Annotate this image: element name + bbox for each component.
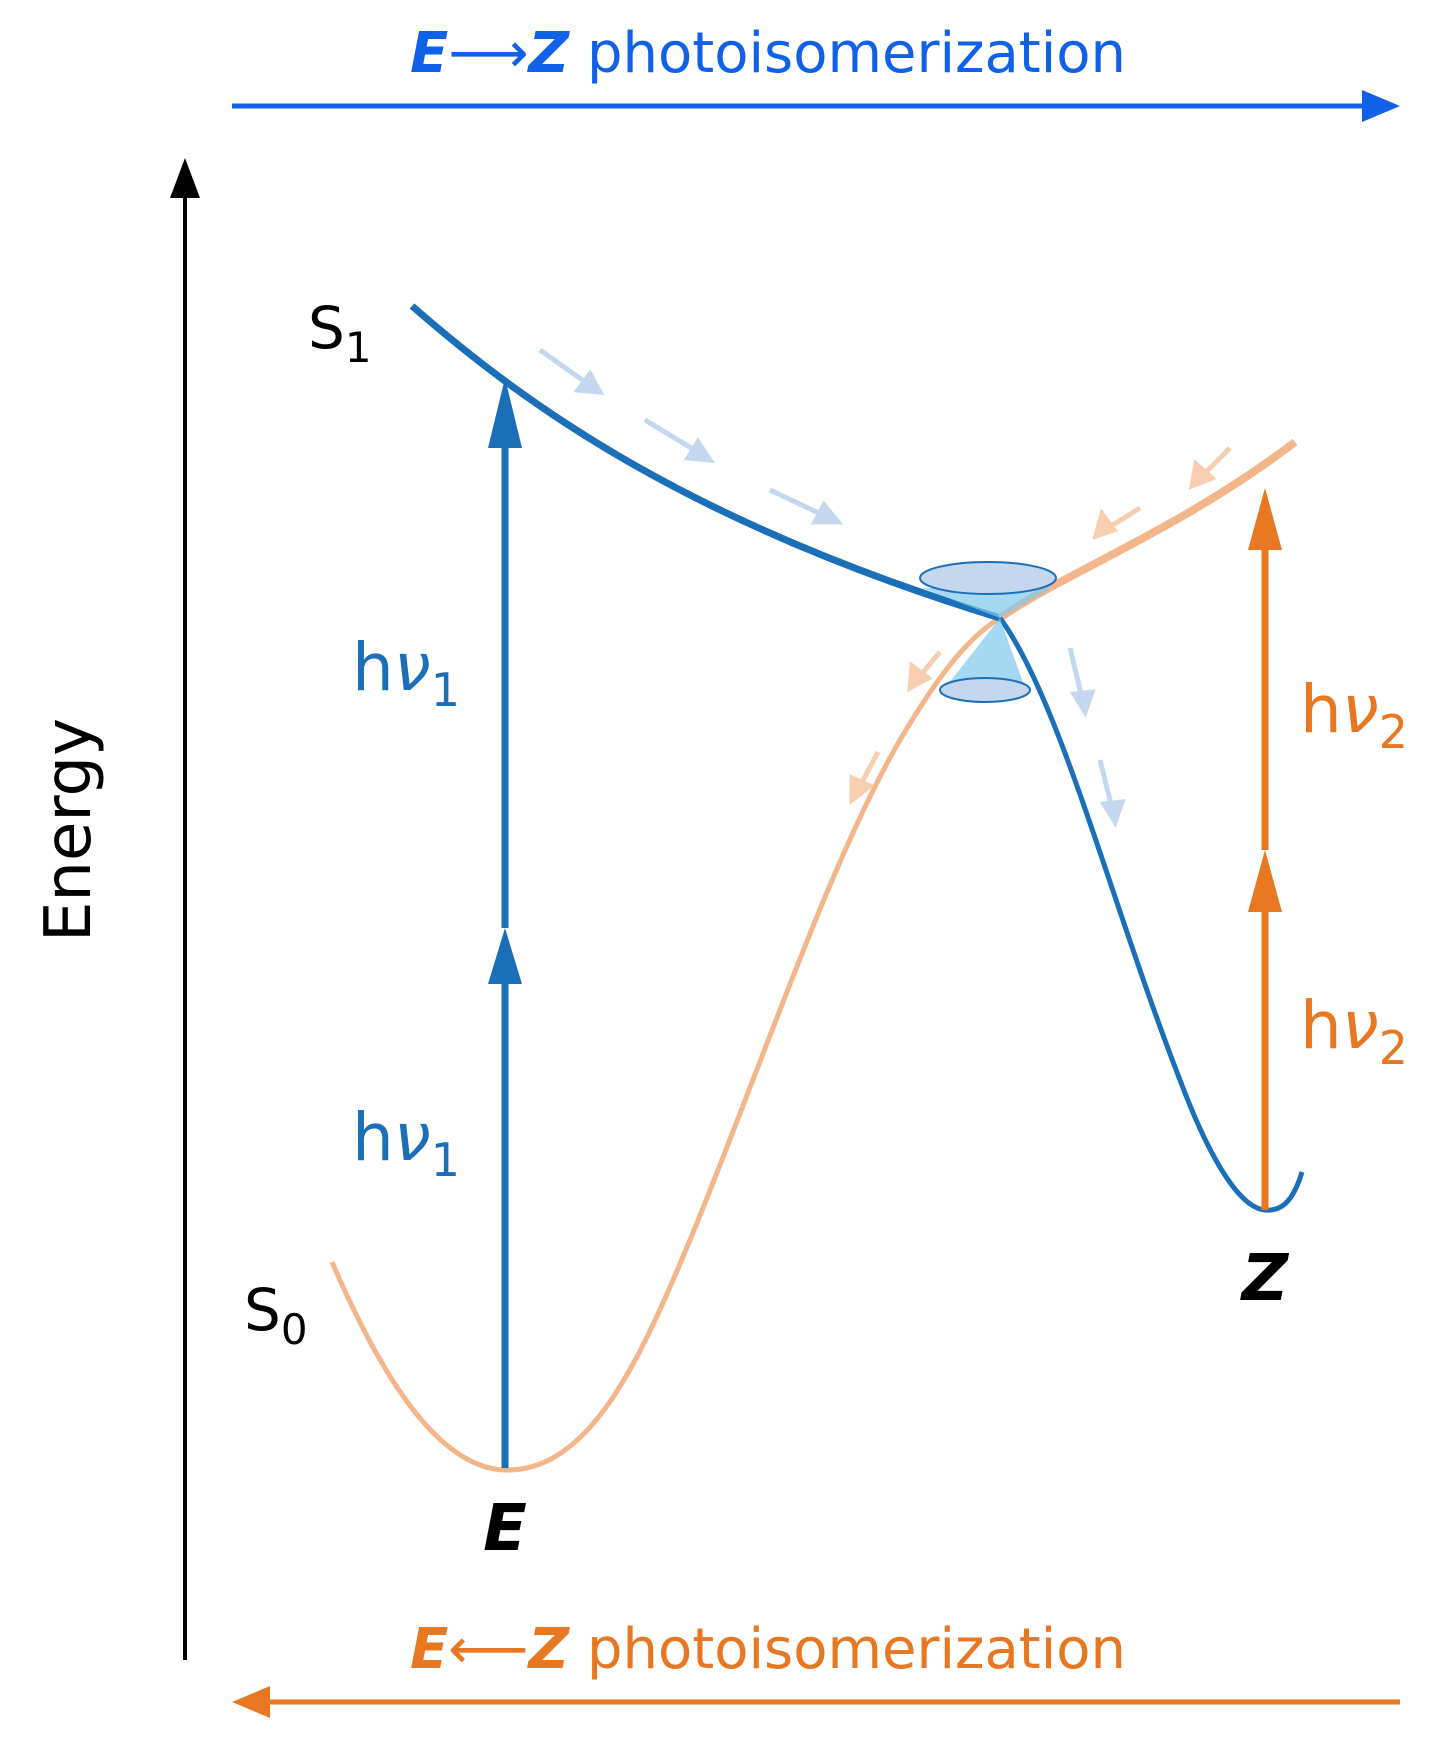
s1-label: S1 xyxy=(308,294,372,372)
energy-axis xyxy=(170,158,200,1660)
relaxation-arrows-orange xyxy=(849,446,1232,806)
bottom-title: E⟵Z photoisomerization xyxy=(410,1617,1126,1682)
energy-axis-label: Energy xyxy=(32,718,106,942)
photon-label-hv2-upper: hν2 xyxy=(1300,671,1408,759)
top-title: E⟶Z photoisomerization xyxy=(410,21,1126,86)
relaxation-arrows-blue xyxy=(538,347,1126,828)
top-title-z: Z xyxy=(527,21,571,86)
photon-label-hv2-lower: hν2 xyxy=(1300,987,1408,1075)
conical-intersection xyxy=(919,561,1057,703)
orange-excitation-arrow xyxy=(1248,488,1282,1210)
top-title-text: photoisomerization xyxy=(569,21,1126,86)
forward-direction-arrow xyxy=(232,90,1400,122)
reverse-direction-arrow xyxy=(232,1686,1400,1718)
isomer-e-label: E xyxy=(483,1492,527,1566)
bottom-title-arrow: ⟵ xyxy=(448,1617,528,1682)
s1-curve-left xyxy=(409,303,1002,622)
s0-curve xyxy=(329,615,1002,1473)
bottom-title-z: Z xyxy=(527,1617,571,1682)
s0-z-well-curve xyxy=(997,616,1305,1213)
isomer-z-label: Z xyxy=(1240,1242,1290,1316)
top-title-e: E xyxy=(410,21,448,86)
bottom-title-text: photoisomerization xyxy=(569,1617,1126,1682)
blue-excitation-arrow xyxy=(488,378,522,1468)
s0-label: S0 xyxy=(244,1276,308,1354)
bottom-title-e: E xyxy=(410,1617,448,1682)
photon-label-hv1-lower: hν1 xyxy=(352,1099,460,1187)
photon-label-hv1-upper: hν1 xyxy=(352,629,460,717)
top-title-arrow: ⟶ xyxy=(448,21,528,86)
